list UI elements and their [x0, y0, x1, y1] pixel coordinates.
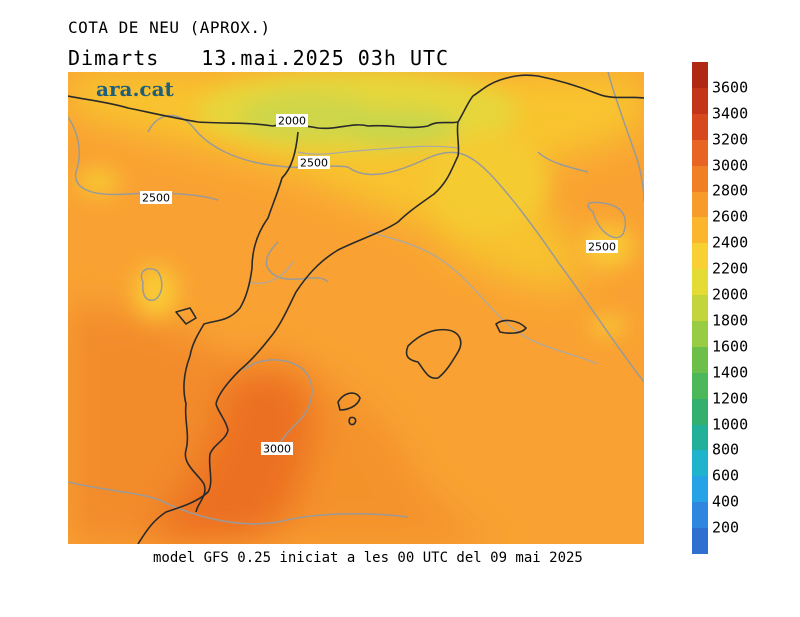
- eivissa: [337, 392, 361, 411]
- map-subtitle: Dimarts 13.mai.2025 03h UTC: [68, 46, 449, 70]
- colorbar-segment: [692, 424, 708, 451]
- border-notch: [175, 307, 197, 325]
- colorbar-segment: [692, 217, 708, 244]
- colorbar-tick-label: 1600: [712, 337, 749, 356]
- contour-label-2000: 2000: [278, 115, 306, 128]
- colorbar-tick-label: 3200: [712, 130, 749, 149]
- colorbar-tick-label: 600: [712, 466, 740, 485]
- colorbar-segment: [692, 269, 708, 296]
- colorbar-tick-label: 2800: [712, 181, 749, 200]
- colorbar-segment: [692, 191, 708, 218]
- colorbar-segment: [692, 139, 708, 166]
- contour-2500-west: [68, 116, 219, 201]
- model-run-caption: model GFS 0.25 iniciat a les 00 UTC del …: [153, 550, 583, 566]
- contour-label-group: 2000 2500 2500 2500 3000: [140, 114, 618, 456]
- formentera: [348, 416, 357, 426]
- province-borders: [247, 145, 599, 365]
- france-coast: [457, 74, 644, 123]
- colorbar-segment: [692, 528, 708, 554]
- colorbar: [692, 62, 708, 554]
- colorbar-tick-label: 400: [712, 492, 740, 511]
- colorbar-segment: [692, 398, 708, 425]
- colorbar-segment: [692, 165, 708, 192]
- colorbar-tick-label: 2600: [712, 207, 749, 226]
- contour-3000-core: [243, 359, 313, 455]
- valencia-coast: [137, 403, 229, 544]
- colorbar-tick-label: 1400: [712, 363, 749, 382]
- forecast-datetime: 13.mai.2025 03h UTC: [201, 46, 450, 70]
- colorbar-tick-label: 1800: [712, 311, 749, 330]
- colorbar-segment: [692, 502, 708, 529]
- border-pyrenees: [297, 145, 459, 155]
- contour-label-2500-east: 2500: [588, 241, 616, 254]
- contour-2500-east: [347, 151, 644, 383]
- contour-label-3000: 3000: [263, 443, 291, 456]
- map-title: COTA DE NEU (APROX.): [68, 18, 271, 37]
- colorbar-tick-label: 1200: [712, 389, 749, 408]
- colorbar-segment: [692, 320, 708, 347]
- border-inland: [247, 261, 294, 284]
- colorbar-tick-label: 800: [712, 440, 740, 459]
- contour-label-2500-west: 2500: [142, 192, 170, 205]
- forecast-day: Dimarts: [68, 46, 160, 70]
- contour-2500-edge: [607, 72, 644, 203]
- border-marine: [367, 231, 599, 365]
- colorbar-segment: [692, 450, 708, 477]
- contour-2500-island: [140, 268, 163, 301]
- colorbar-tick-label: 3600: [712, 78, 749, 97]
- colorbar-segment: [692, 295, 708, 321]
- contour-2500-ring: [587, 201, 627, 239]
- snow-level-map: 2000 2500 2500 2500 3000: [68, 72, 644, 544]
- colorbar-tick-label: 2200: [712, 259, 749, 278]
- colorbar-tick-label: 2000: [712, 285, 749, 304]
- colorbar-segment: [692, 476, 708, 503]
- colorbar-tick-label: 3000: [712, 156, 749, 175]
- contour-3000-south: [68, 481, 409, 525]
- ara-cat-logo: ara.cat: [96, 77, 174, 101]
- colorbar-segment: [692, 243, 708, 270]
- colorbar-tick-label: 3400: [712, 104, 749, 123]
- colorbar-tick-label: 200: [712, 518, 740, 537]
- colorbar-tick-label: 2400: [712, 233, 749, 252]
- colorbar-segment: [692, 87, 708, 114]
- mallorca: [405, 328, 462, 380]
- colorbar-tick-label: 1000: [712, 415, 749, 434]
- contour-label-2500-north: 2500: [300, 157, 328, 170]
- aragon-border: [183, 131, 299, 513]
- menorca: [495, 319, 527, 334]
- contour-ne: [537, 151, 589, 173]
- colorbar-segment: [692, 62, 708, 88]
- map-canvas: 2000 2500 2500 2500 3000: [68, 72, 644, 544]
- colorbar-segment: [692, 372, 708, 399]
- colorbar-ticks: 200 400 600 800 1000 1200 1400 1600 1800 2000 2200…: [712, 62, 792, 554]
- colorbar-segment: [692, 346, 708, 373]
- coastlines: [68, 74, 644, 544]
- colorbar-segment: [692, 113, 708, 140]
- catalan-coast: [215, 121, 460, 405]
